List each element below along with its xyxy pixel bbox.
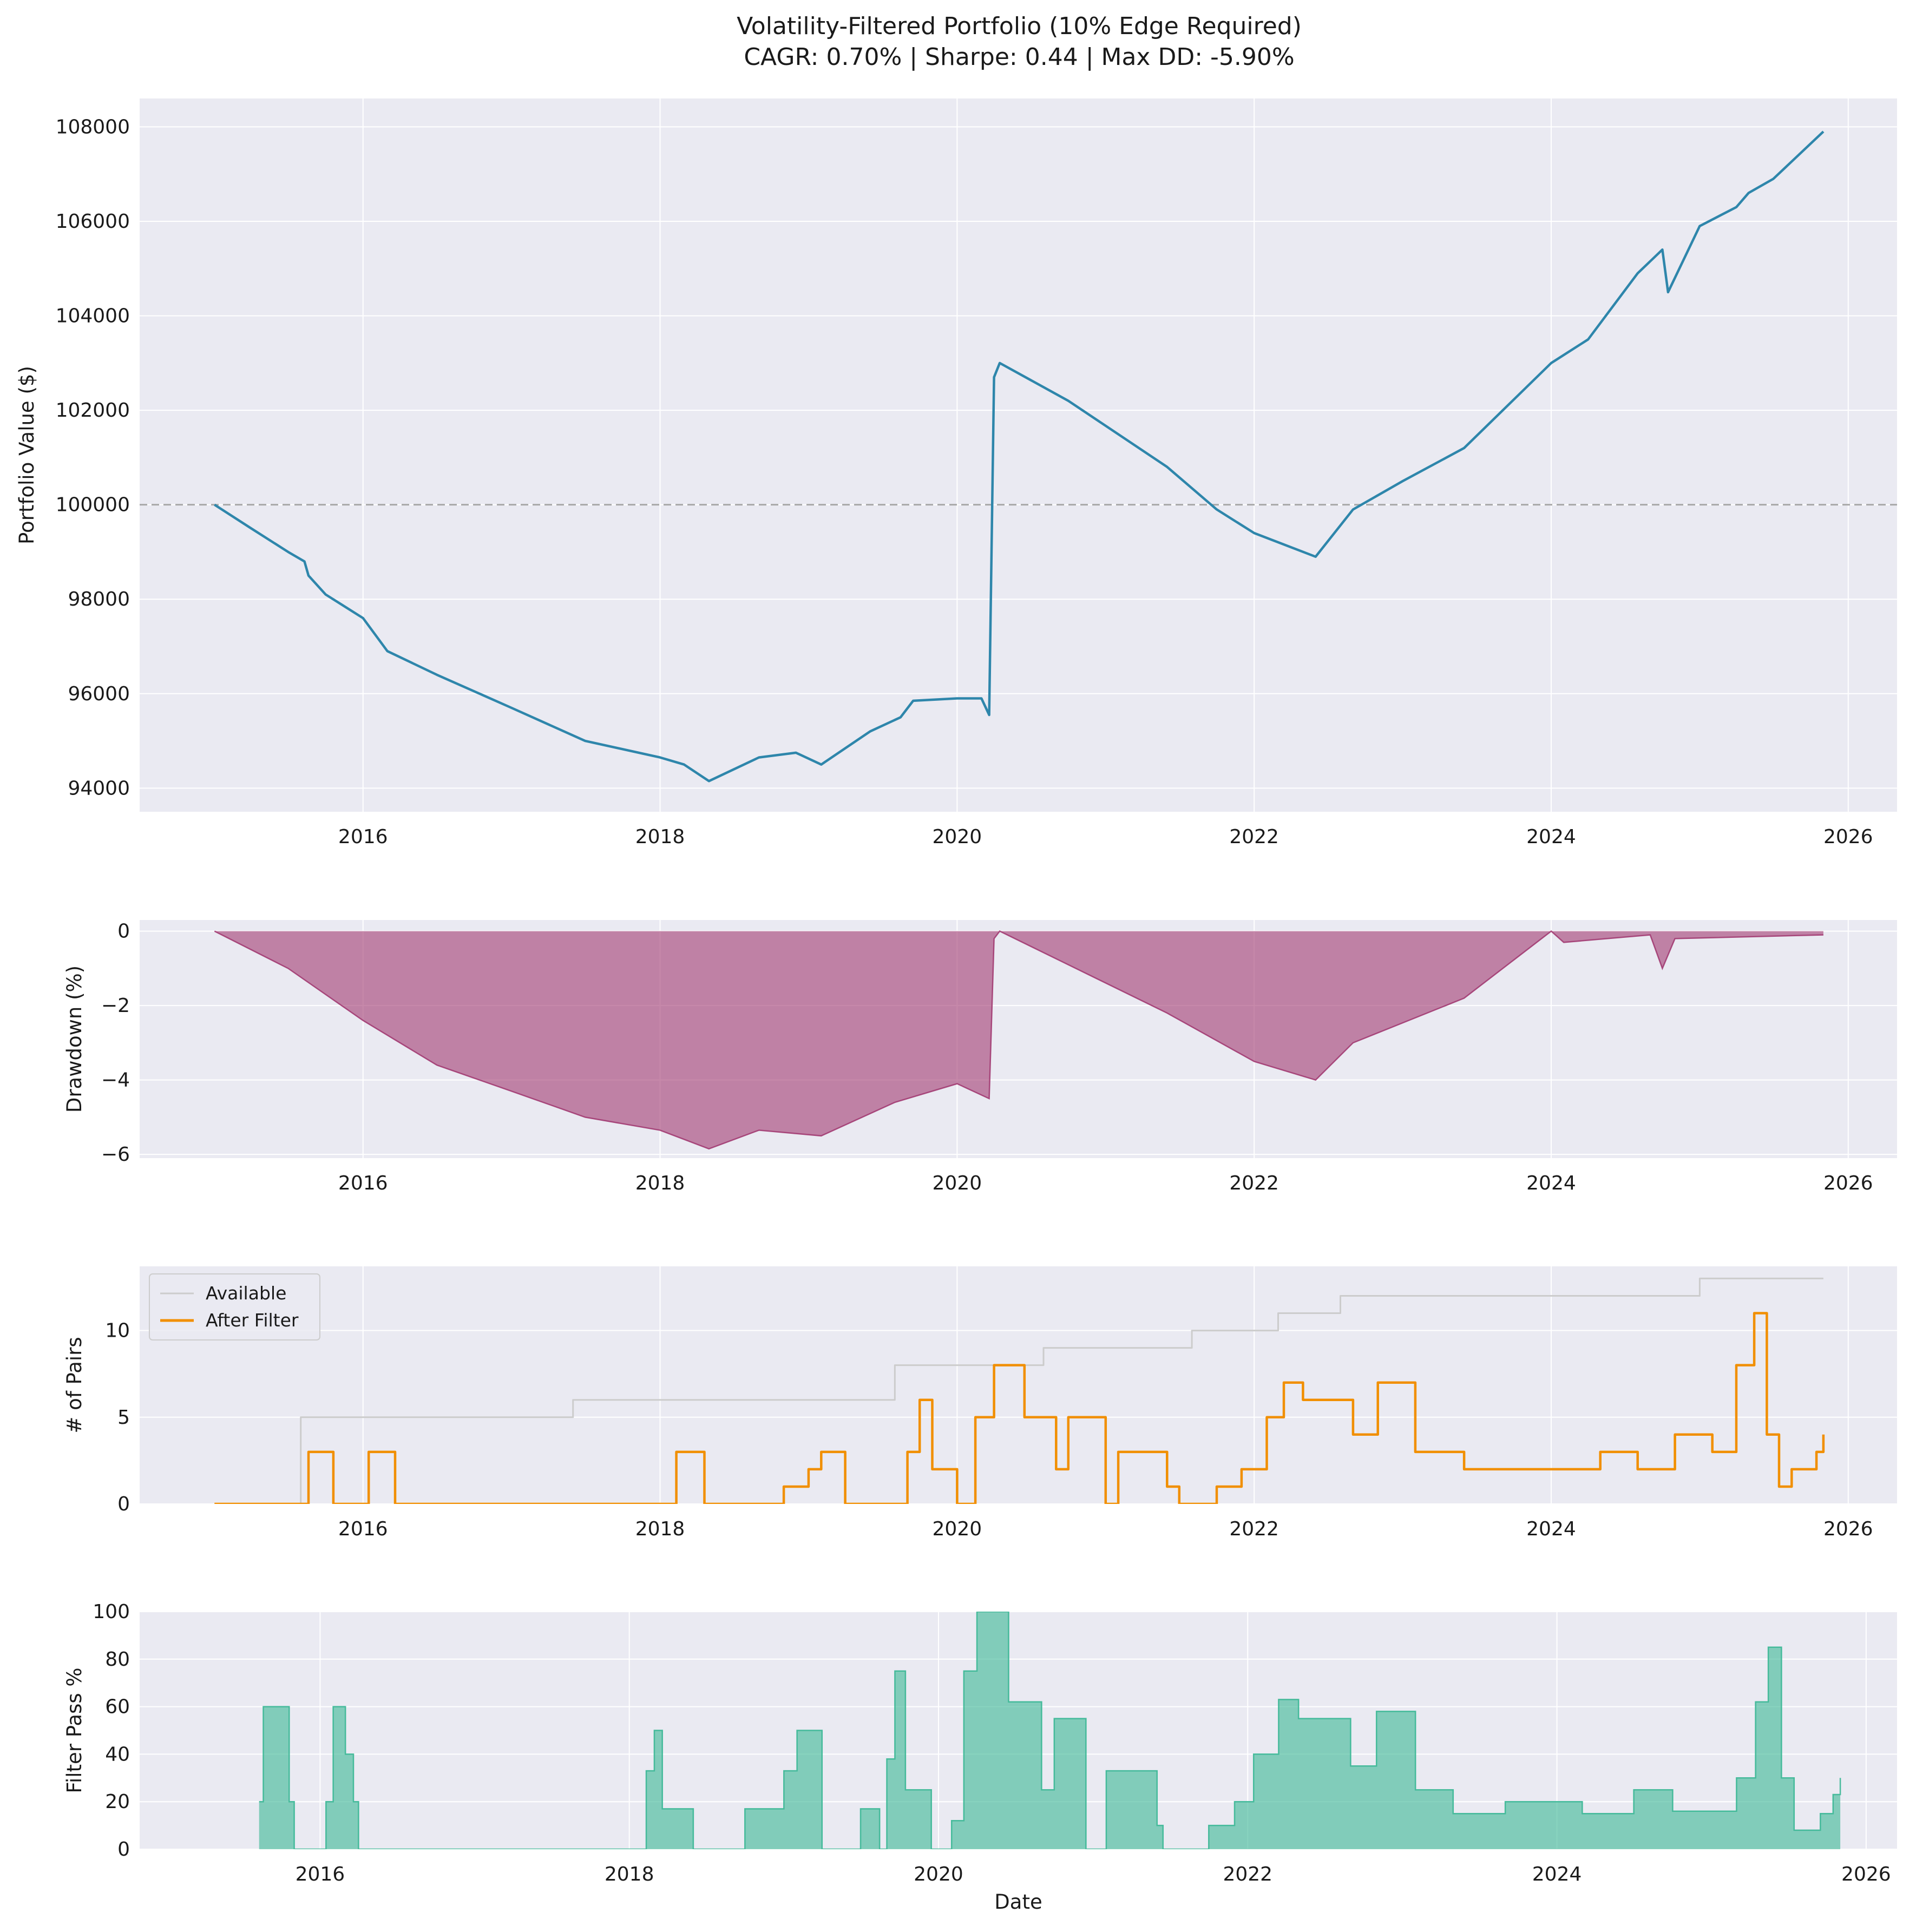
y-tick-label: 20 (105, 1791, 130, 1813)
series-area-edge (259, 1612, 1841, 1849)
y-tick-label: 5 (117, 1407, 130, 1429)
series-area-edge (214, 930, 1823, 1150)
x-tick-label: 2022 (1223, 1863, 1272, 1885)
x-tick-label: 2016 (296, 1863, 345, 1885)
plot-area (214, 1277, 1825, 1504)
x-tick-label: 2018 (605, 1863, 654, 1885)
x-tick-label: 2022 (1229, 1518, 1279, 1540)
y-tick-label: 0 (117, 1493, 130, 1515)
y-tick-label: 40 (105, 1743, 130, 1765)
legend-label: After Filter (206, 1310, 299, 1331)
x-axis-label: Date (994, 1890, 1042, 1914)
x-tick-label: 2018 (635, 1518, 685, 1540)
x-tick-label: 2026 (1823, 826, 1873, 848)
x-tick-label: 2024 (1532, 1863, 1582, 1885)
y-tick-label: 96000 (68, 683, 130, 705)
x-tick-label: 2020 (933, 1518, 982, 1540)
legend-label: Available (206, 1283, 286, 1304)
y-tick-label: 102000 (56, 399, 130, 422)
series-line (214, 130, 1825, 783)
x-tick-label: 2026 (1841, 1863, 1891, 1885)
plot-area (214, 130, 1825, 783)
filter-pass-panel: 0 20 40 60 80 100 2016 2018 2020 2022 2024 2026 Filt… (63, 1601, 1897, 1914)
series-area-fill (259, 1612, 1841, 1849)
x-tick-label: 2022 (1229, 826, 1279, 848)
y-axis-label: Filter Pass % (63, 1667, 86, 1793)
x-tick-label: 2024 (1526, 826, 1576, 848)
axes-background (140, 1266, 1897, 1504)
y-tick-label: 104000 (56, 305, 130, 327)
x-tick-label: 2026 (1823, 1172, 1873, 1194)
x-tick-label: 2016 (338, 1518, 388, 1540)
chart-title-line-2: CAGR: 0.70% | Sharpe: 0.44 | Max DD: -5.… (744, 43, 1294, 71)
y-tick-label: 94000 (68, 777, 130, 799)
x-tick-label: 2018 (635, 1172, 685, 1194)
x-tick-label: 2024 (1526, 1518, 1576, 1540)
y-tick-label: 80 (105, 1648, 130, 1671)
plot-area (259, 1612, 1841, 1849)
legend: Available After Filter (149, 1273, 320, 1340)
x-tick-label: 2026 (1823, 1518, 1873, 1540)
y-tick-label: 100 (93, 1601, 130, 1623)
y-tick-label: 0 (117, 1838, 130, 1861)
y-axis-label: Portfolio Value ($) (15, 366, 38, 544)
plot-area (214, 930, 1823, 1150)
x-tick-label: 2016 (338, 826, 388, 848)
x-tick-label: 2018 (635, 826, 685, 848)
y-tick-label: 106000 (56, 211, 130, 233)
y-tick-label: 10 (105, 1320, 130, 1342)
series-line (214, 1277, 1823, 1504)
x-tick-label: 2016 (338, 1172, 388, 1194)
y-tick-label: −6 (101, 1144, 130, 1166)
x-tick-label: 2020 (933, 826, 982, 848)
y-tick-label: 108000 (56, 116, 130, 138)
y-tick-label: 98000 (68, 588, 130, 610)
x-tick-label: 2020 (933, 1172, 982, 1194)
y-axis-label: # of Pairs (63, 1337, 86, 1433)
x-tick-label: 2022 (1229, 1172, 1279, 1194)
series-line (214, 1312, 1825, 1504)
x-tick-label: 2024 (1526, 1172, 1576, 1194)
y-tick-label: −2 (101, 995, 130, 1017)
y-tick-label: 60 (105, 1696, 130, 1718)
axes-background (140, 98, 1897, 812)
chart-title-line-1: Volatility-Filtered Portfolio (10% Edge … (737, 12, 1302, 40)
portfolio-value-panel: 94000 96000 98000 100000 102000 104000 106000 1… (15, 98, 1897, 848)
y-axis-label: Drawdown (%) (63, 965, 86, 1113)
y-tick-label: 100000 (56, 494, 130, 516)
y-tick-label: 0 (117, 921, 130, 943)
x-tick-label: 2020 (914, 1863, 963, 1885)
legend-box (149, 1273, 320, 1340)
y-tick-label: −4 (101, 1069, 130, 1092)
pairs-count-panel: 0 5 10 2016 2018 2020 2022 2024 2026 # of Pairs Av… (63, 1266, 1897, 1540)
series-area-fill (214, 931, 1823, 1149)
drawdown-panel: −6 −4 −2 0 2016 2018 2020 2022 2024 2026 Drawdown … (63, 920, 1897, 1194)
